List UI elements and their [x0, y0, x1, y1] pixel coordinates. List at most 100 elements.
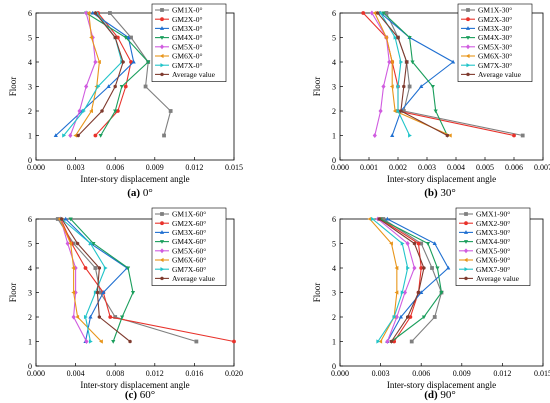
- legend-marker: [463, 257, 468, 263]
- x-tick-label: 0.001: [360, 163, 378, 172]
- x-tick-label: 0.020: [225, 369, 243, 378]
- data-point: [399, 109, 403, 113]
- data-point: [97, 266, 102, 270]
- data-point: [76, 133, 80, 138]
- series-line-6: [59, 218, 102, 342]
- y-axis-label: Floor: [312, 77, 322, 97]
- y-tick-label: 4: [28, 58, 32, 67]
- y-tick-label: 4: [332, 264, 336, 273]
- data-point: [73, 133, 78, 138]
- legend-label: GMX6-90°: [476, 256, 510, 265]
- legend-marker: [464, 212, 468, 216]
- legend-label: GMX2-90°: [476, 219, 510, 228]
- data-point: [93, 11, 98, 15]
- data-point: [376, 11, 380, 15]
- data-point: [128, 339, 132, 344]
- legend-marker: [466, 63, 471, 68]
- legend-marker: [466, 8, 470, 12]
- x-tick-label: 0.006: [412, 369, 430, 378]
- data-point: [384, 35, 388, 40]
- legend-marker: [466, 17, 470, 22]
- y-tick-label: 2: [28, 107, 32, 116]
- data-point: [378, 108, 383, 114]
- data-point: [103, 265, 108, 271]
- data-point: [106, 84, 111, 89]
- data-point: [435, 266, 440, 271]
- x-tick-label: 0.015: [534, 369, 550, 378]
- panel-caption-angle: 0°: [140, 187, 153, 199]
- series-line-8: [377, 12, 448, 136]
- data-point: [445, 133, 449, 138]
- x-axis-label: Inter-story displacement angle: [80, 380, 189, 390]
- data-point: [430, 84, 435, 89]
- data-point: [408, 133, 412, 138]
- data-point: [405, 241, 410, 246]
- data-point: [512, 133, 516, 138]
- legend-marker: [160, 212, 164, 216]
- data-point: [396, 84, 401, 89]
- legend-label: GM5X-0°: [172, 42, 203, 51]
- data-point: [84, 84, 89, 89]
- data-point: [446, 265, 451, 270]
- data-point: [432, 315, 437, 319]
- data-point: [93, 266, 98, 270]
- legend-marker: [465, 36, 471, 40]
- legend-marker: [159, 44, 165, 50]
- series-line-4: [383, 12, 448, 136]
- legend-marker: [466, 72, 470, 77]
- x-tick-label: 0.002: [389, 163, 407, 172]
- data-point: [125, 266, 131, 271]
- data-point: [113, 109, 118, 114]
- y-axis-label: Floor: [312, 283, 322, 303]
- data-point: [88, 241, 93, 246]
- y-tick-label: 1: [28, 132, 32, 141]
- legend-label: GM6X-0°: [172, 52, 203, 61]
- data-point: [416, 241, 421, 246]
- data-point: [422, 266, 426, 270]
- x-tick-label: 0.016: [185, 369, 203, 378]
- data-point: [370, 216, 375, 222]
- series-line-2: [94, 12, 132, 136]
- data-point: [111, 339, 116, 344]
- data-point: [97, 315, 102, 319]
- data-point: [75, 241, 80, 246]
- data-point: [369, 10, 374, 16]
- data-point: [62, 133, 66, 138]
- data-point: [398, 314, 403, 319]
- x-axis-label: Inter-story displacement angle: [387, 380, 496, 390]
- x-tick-label: 0.015: [225, 163, 243, 172]
- panel-caption-angle: 60°: [137, 389, 155, 401]
- legend-label: GM7X-30°: [478, 61, 512, 70]
- legend-marker: [463, 230, 469, 234]
- legend-label: Average value: [478, 70, 522, 79]
- x-tick-label: 0.000: [331, 369, 349, 378]
- legend-label: GM6X-30°: [478, 52, 512, 61]
- series-line-2: [60, 218, 235, 343]
- data-point: [381, 11, 386, 16]
- legend-marker: [159, 257, 164, 263]
- series-line-8: [378, 218, 425, 342]
- panel-caption-letter: (a): [127, 187, 140, 199]
- legend-marker: [463, 248, 469, 254]
- data-point: [419, 290, 424, 295]
- panel-caption-letter: (c): [125, 389, 138, 401]
- data-point: [406, 315, 410, 319]
- x-axis-label: Inter-story displacement angle: [387, 174, 496, 184]
- series-line-7: [61, 218, 106, 342]
- y-tick-label: 2: [332, 107, 336, 116]
- data-point: [83, 266, 88, 270]
- legend-label: GM2X-60°: [172, 219, 206, 228]
- legend-marker: [160, 267, 165, 272]
- data-point: [447, 133, 452, 138]
- legend-marker: [465, 44, 471, 50]
- series-line-3: [386, 218, 449, 342]
- series-line-4: [70, 218, 134, 342]
- panel-caption-letter: (d): [424, 389, 438, 401]
- legend-label: GM7X-60°: [172, 265, 206, 274]
- data-point: [402, 84, 406, 89]
- series-line-7: [380, 12, 411, 136]
- legend-label: GM3X-60°: [172, 228, 206, 237]
- x-tick-label: 0.000: [27, 163, 45, 172]
- legend-marker: [465, 53, 470, 59]
